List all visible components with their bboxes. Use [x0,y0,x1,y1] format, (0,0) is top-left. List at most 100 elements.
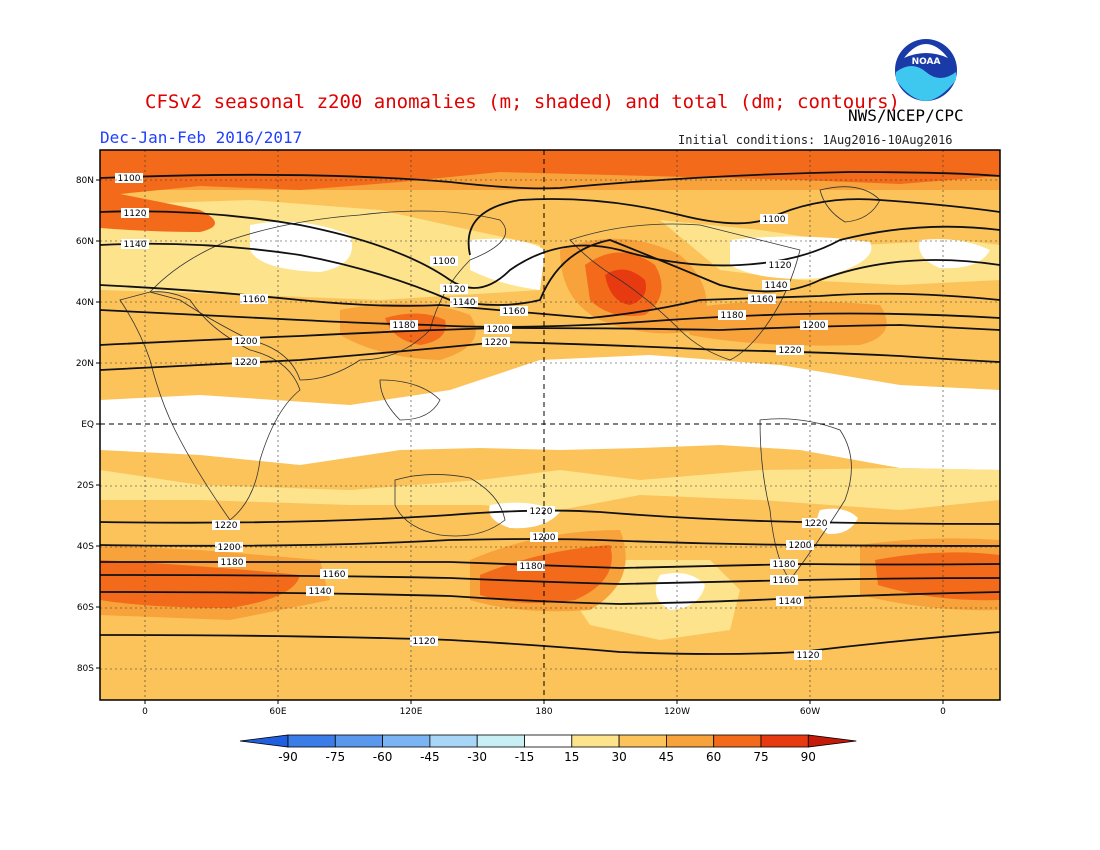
noaa-logo: NOAA [895,39,957,101]
lon-tick-label: 180 [535,707,552,717]
anomaly-spac-60 [480,545,612,604]
coastlines [119,186,881,581]
colorbar-segment [382,734,431,748]
contour-1200-sh [100,538,1000,547]
lat-tick-label: 20S [77,481,94,491]
colorbar-segment [666,734,715,748]
colorbar-tick-label: -30 [467,750,487,764]
colorbar-tick-label: 75 [753,750,768,764]
lon-tick-label: 60E [269,707,286,717]
contour-1100-a [100,171,1000,190]
map-area: 1100 1120 1140 1160 1180 1200 1220 1100 … [100,150,1000,700]
contour-label-1160c: 1160 [751,295,774,305]
lon-tick-label: 120E [400,707,423,717]
contour-label-1200d: 1200 [218,543,241,553]
season-label: Dec-Jan-Feb 2016/2017 [100,128,302,147]
colorbar-tick-label: -45 [420,750,440,764]
lon-tick-label: 0 [940,707,946,717]
anomaly-sind-60 [100,560,300,608]
coast-africa [119,291,301,521]
coast-maritime [379,379,441,421]
contour-1180-sh [100,561,1000,569]
coast-eurasia [149,210,506,381]
contour-label-1120d: 1120 [413,637,436,647]
lon-tick-label: 0 [142,707,148,717]
colorbar-tick-label: 15 [564,750,579,764]
latitude-axis: 80N 60N 40N 20N EQ 20S 40S 60S 80S [76,176,100,674]
colorbar-left-arrow [239,734,289,748]
contour-label-1140d: 1140 [309,587,332,597]
anomaly-arctic-60 [100,150,1000,196]
contour-label-1180: 1180 [393,321,416,331]
colorbar-segment [713,734,762,748]
contour-1200 [100,324,1000,346]
anomaly-patch-light-sh [100,468,1000,510]
longitude-axis: 0 60E 120E 180 120W 60W 0 [142,700,946,717]
anomaly-white-tropics [100,355,1000,470]
contour-label-1180e: 1180 [520,562,543,572]
lat-tick-label: 20N [76,359,94,369]
colorbar-right-arrow [807,734,857,748]
colorbar-tick-label: 45 [659,750,674,764]
equator-dateline [100,150,1000,700]
contour-1120 [100,210,1000,289]
contour-label-1160: 1160 [243,295,266,305]
contour-label-1140b: 1140 [453,298,476,308]
colorbar-tick-label: -90 [278,750,298,764]
colorbar: -90 -75 -60 -45 -30 -15 15 30 45 60 75 90 [239,734,857,764]
contour-label-1220c: 1220 [779,346,802,356]
anomaly-npac-75 [605,269,646,305]
agency-credit: NWS/NCEP/CPC [848,106,964,125]
lat-tick-label: 80N [76,176,94,186]
contour-label-1120b: 1120 [443,285,466,295]
contour-label-1160d: 1160 [323,570,346,580]
lat-tick-label: 60N [76,237,94,247]
contour-label-1180c: 1180 [721,311,744,321]
contour-label-1140f: 1140 [779,597,802,607]
lat-tick-label: EQ [81,420,94,430]
noaa-logo-text: NOAA [912,57,941,67]
contour-label-1200c: 1200 [803,321,826,331]
colorbar-segment [760,734,809,748]
colorbar-tick-label: 30 [611,750,626,764]
lat-tick-label: 60S [77,603,94,613]
contour-label-1160f: 1160 [773,576,796,586]
contour-label-1180d: 1180 [221,558,244,568]
contour-label-1220b: 1220 [485,338,508,348]
contour-label-1100: 1100 [118,174,141,184]
coast-greenland [819,186,881,223]
lat-tick-label: 40S [77,542,94,552]
contour-label-1120f: 1120 [797,651,820,661]
contour-label-1140c: 1140 [765,281,788,291]
colorbar-tick-label: -75 [325,750,345,764]
colorbar-segment [524,734,573,748]
coast-south-america [759,418,852,581]
contour-label-1120c: 1120 [769,261,792,271]
contour-1100-b [467,198,1000,256]
coast-australia [394,474,506,537]
lat-tick-label: 80S [77,664,94,674]
lat-tick-label: 40N [76,298,94,308]
contour-1160 [100,284,1000,319]
contour-label-1160b: 1160 [503,307,526,317]
lon-tick-label: 60W [800,707,820,717]
lon-tick-label: 120W [664,707,690,717]
contour-label-1220f: 1220 [805,519,828,529]
colorbar-tick-label: -15 [515,750,535,764]
colorbar-segment [429,734,478,748]
contour-1120-sh [100,631,1000,655]
contour-1220-sh [100,509,1000,525]
initial-conditions: Initial conditions: 1Aug2016-10Aug2016 [678,133,953,147]
map-frame [99,149,1001,701]
colorbar-segment [334,734,383,748]
chart-title: CFSv2 seasonal z200 anomalies (m; shaded… [145,91,900,113]
contour-label-1100b: 1100 [433,257,456,267]
contour-label-1180f: 1180 [773,560,796,570]
contour-1180 [100,309,1000,328]
colorbar-segment [287,734,336,748]
contour-label-1220d: 1220 [215,521,238,531]
contour-1140 [100,239,1000,306]
colorbar-tick-label: 60 [706,750,721,764]
contour-label-1120: 1120 [124,209,147,219]
